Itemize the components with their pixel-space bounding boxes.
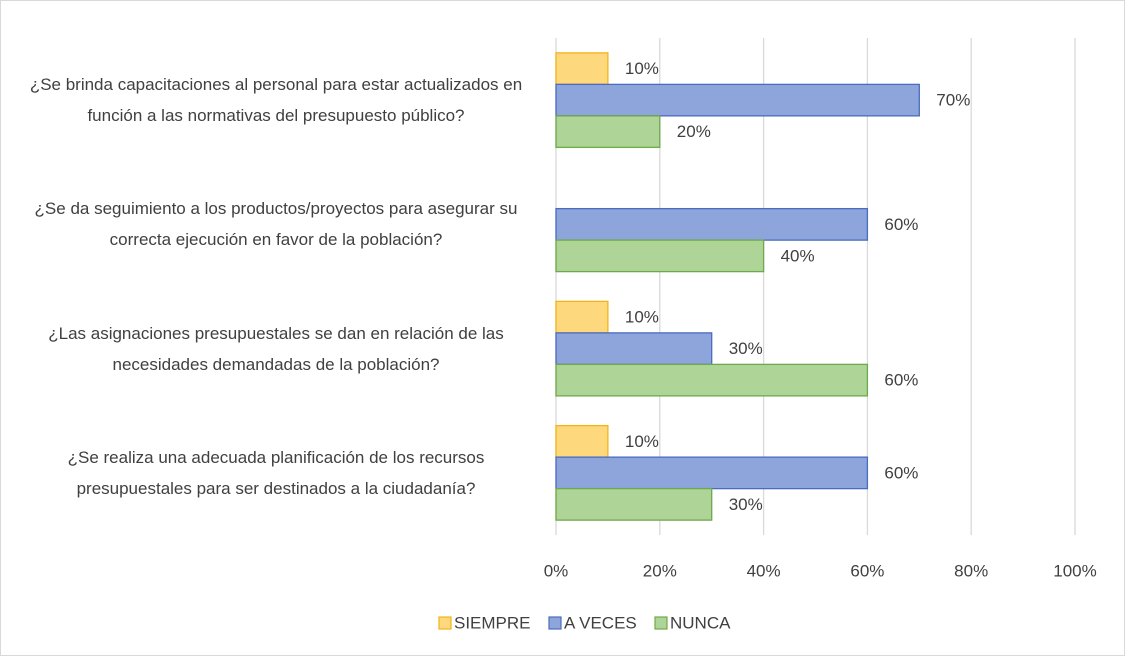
legend-label: NUNCA xyxy=(670,613,731,632)
value-label: 40% xyxy=(781,246,815,265)
value-label: 10% xyxy=(625,308,659,327)
value-label: 60% xyxy=(884,371,918,390)
bar xyxy=(555,239,765,273)
x-tick-label: 20% xyxy=(643,561,677,580)
category-label: ¿Se realiza una adecuada planificación d… xyxy=(67,447,485,498)
legend-swatch xyxy=(438,616,452,630)
bar xyxy=(555,487,713,521)
value-label: 30% xyxy=(729,495,763,514)
value-label: 30% xyxy=(729,339,763,358)
legend-label: SIEMPRE xyxy=(454,613,531,632)
value-label: 20% xyxy=(677,122,711,141)
legend-swatch xyxy=(548,616,562,630)
x-tick-label: 40% xyxy=(747,561,781,580)
category-label: ¿Se da seguimiento a los productos/proye… xyxy=(34,199,518,250)
value-label: 70% xyxy=(936,91,970,110)
bar xyxy=(555,115,661,149)
legend-swatch xyxy=(654,616,668,630)
bar xyxy=(555,456,869,490)
bar xyxy=(555,363,869,397)
value-label: 60% xyxy=(884,463,918,482)
x-tick-label: 100% xyxy=(1053,561,1096,580)
legend-label: A VECES xyxy=(564,613,637,632)
bar xyxy=(555,300,609,334)
x-tick-label: 60% xyxy=(850,561,884,580)
bar xyxy=(555,83,920,117)
bar xyxy=(555,332,713,366)
bar xyxy=(555,424,609,458)
value-label: 10% xyxy=(625,59,659,78)
x-tick-label: 0% xyxy=(544,561,569,580)
value-label: 10% xyxy=(625,432,659,451)
x-tick-label: 80% xyxy=(954,561,988,580)
category-label: ¿Se brinda capacitaciones al personal pa… xyxy=(29,75,523,126)
value-label: 60% xyxy=(884,215,918,234)
bar xyxy=(555,207,869,241)
bar xyxy=(555,52,609,86)
category-label: ¿Las asignaciones presupuestales se dan … xyxy=(48,323,504,374)
